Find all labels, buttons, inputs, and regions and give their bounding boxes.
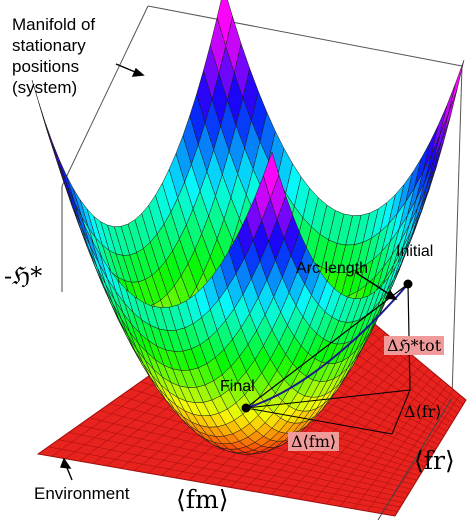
fr-axis-label: ⟨fr⟩	[414, 446, 455, 475]
delta-h-tot-label: Δℌ*tot	[384, 336, 445, 355]
manifold-label-line2: stationary	[12, 36, 86, 55]
delta-fr-label: Δ⟨fr⟩	[404, 402, 442, 421]
manifold-surface	[31, 0, 465, 455]
initial-label: Initial	[396, 243, 434, 260]
manifold-label-line1: Manifold of	[12, 15, 96, 34]
final-point	[241, 403, 251, 413]
manifold-label-line3: positions	[12, 57, 80, 76]
initial-point	[403, 279, 413, 289]
environment-label: Environment	[34, 484, 130, 503]
final-label: Final	[220, 378, 255, 395]
manifold-label-line4: (system)	[12, 78, 78, 97]
neg-h-star-axis-label: -ℌ*	[4, 262, 43, 290]
fm-axis-label: ⟨fm⟩	[176, 485, 229, 514]
delta-fm-label: Δ⟨fm⟩	[288, 432, 340, 451]
bounding-box-front	[61, 186, 453, 521]
leader-arrows	[60, 63, 398, 481]
bounding-box-back	[61, 5, 463, 399]
arc-length-label: Arc length	[296, 260, 369, 277]
